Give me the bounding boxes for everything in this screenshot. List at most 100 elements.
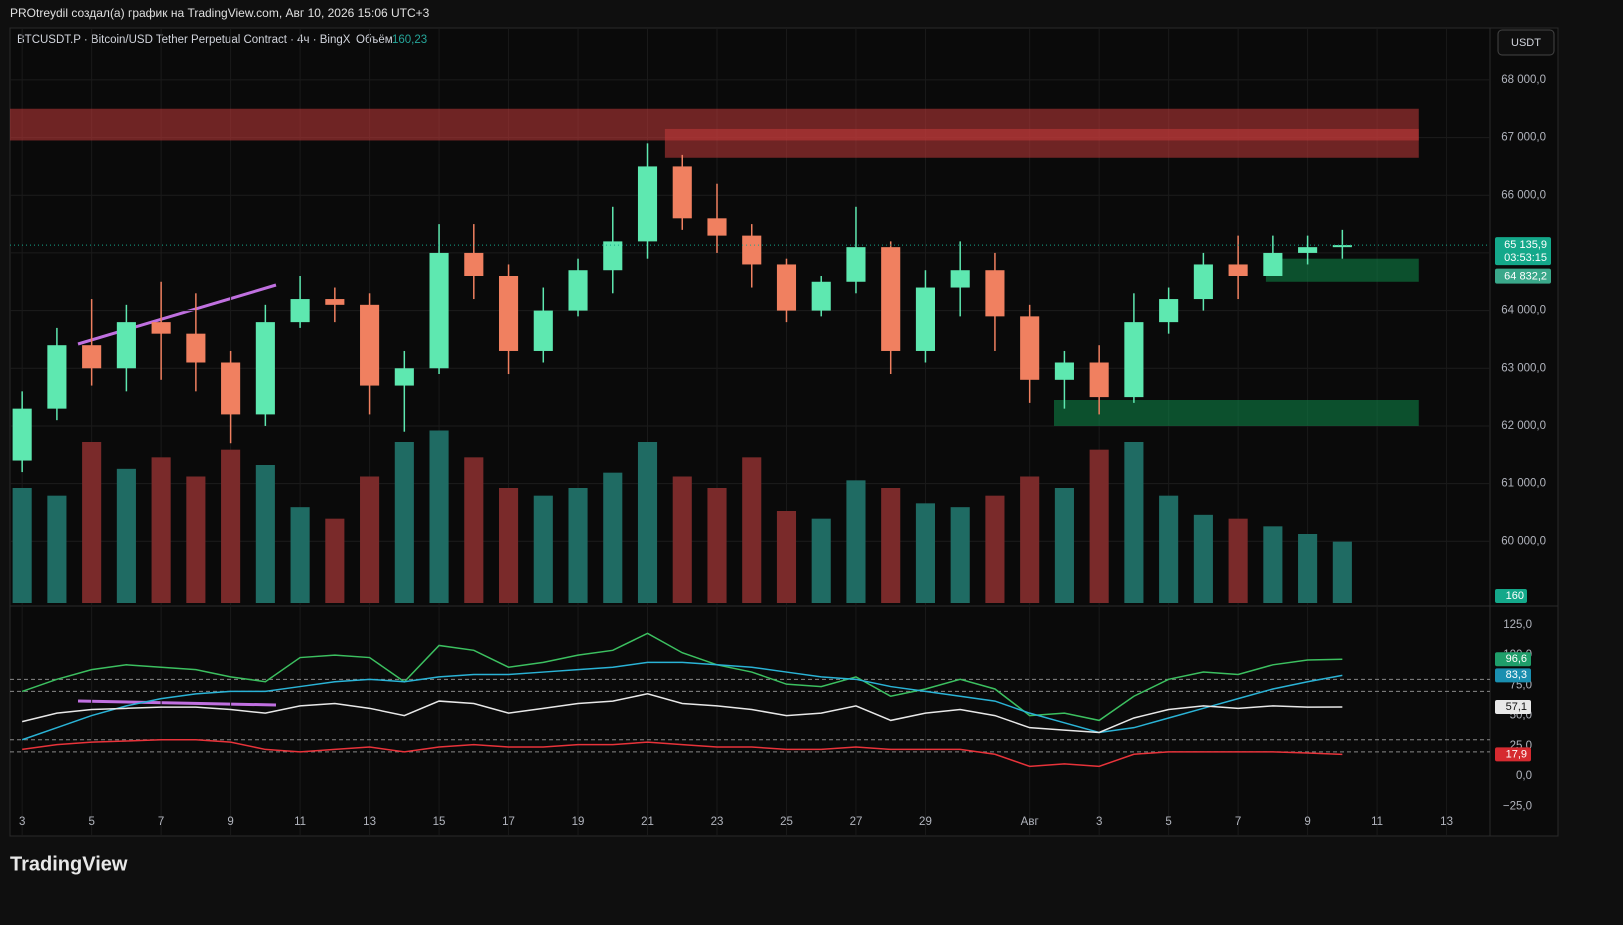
volume-bar — [776, 511, 797, 603]
candle-body — [151, 322, 171, 334]
x-tick-label: 9 — [1304, 816, 1310, 828]
countdown: 03:53:15 — [1504, 252, 1547, 264]
x-tick-label: 7 — [158, 816, 164, 828]
candle-body — [360, 304, 380, 386]
volume-bar — [603, 472, 623, 603]
volume-bar — [742, 457, 762, 603]
candle-body — [637, 166, 658, 242]
y-tick-label: 68 000,0 — [1501, 74, 1546, 86]
currency-button[interactable] — [1497, 29, 1555, 56]
zone — [1265, 258, 1419, 282]
volume-bar — [394, 442, 414, 603]
caption: PROtreydil создал(а) график на TradingVi… — [10, 6, 430, 20]
osc-tick-label: 0,0 — [1516, 770, 1532, 782]
volume-bar — [116, 468, 136, 603]
candle-body — [429, 252, 449, 369]
osc-label-box — [1495, 668, 1531, 683]
x-tick-label: 19 — [572, 816, 585, 828]
volume-bar — [846, 480, 866, 603]
volume-bar — [1159, 495, 1179, 603]
candle-body — [1263, 252, 1283, 276]
candle-body — [776, 264, 797, 311]
x-tick-label: 9 — [227, 816, 233, 828]
volume-bar — [290, 507, 310, 603]
candle-body — [672, 166, 692, 219]
volume-bar — [1089, 449, 1109, 603]
osc-line — [21, 693, 1343, 734]
candle-body — [915, 287, 935, 351]
volume-bar — [533, 495, 553, 603]
volume-bar — [1298, 534, 1318, 603]
volume-bar — [1263, 526, 1283, 603]
x-tick-label: 7 — [1235, 816, 1241, 828]
price-label: 65 135,9 — [1504, 239, 1547, 251]
candle-body — [498, 275, 519, 351]
volume-bar — [12, 488, 32, 603]
candle-body — [1298, 247, 1318, 253]
chart-frame — [9, 27, 1559, 837]
osc-last-label: 83,3 — [1506, 669, 1527, 681]
volume-bar — [1193, 514, 1213, 603]
y-tick-label: 64 000,0 — [1501, 305, 1546, 317]
candle-body — [1159, 299, 1179, 323]
candle-body — [603, 241, 623, 271]
volume-bar — [1228, 518, 1248, 603]
volume-label: Объём — [356, 34, 393, 46]
candle-body — [950, 270, 970, 288]
candle-body — [707, 218, 727, 236]
volume-label-box — [1495, 589, 1527, 603]
x-tick-label: 3 — [19, 816, 25, 828]
y-tick-label: 62 000,0 — [1501, 420, 1546, 432]
x-tick-label: 13 — [1440, 816, 1453, 828]
x-tick-label: 23 — [711, 816, 724, 828]
x-tick-label: 15 — [433, 816, 446, 828]
candle-body — [985, 270, 1005, 317]
volume-bar — [360, 476, 380, 603]
volume-bar — [1020, 476, 1040, 603]
osc-tick-label: 75,0 — [1510, 679, 1532, 691]
x-tick-label: 5 — [88, 816, 94, 828]
candle-body — [568, 270, 588, 311]
volume-bar — [985, 495, 1005, 603]
y-tick-label: 66 000,0 — [1501, 189, 1546, 201]
volume-bar — [950, 507, 970, 603]
candle-body — [1089, 362, 1109, 398]
logo: TradingView — [10, 853, 128, 875]
osc-line — [21, 632, 1343, 722]
volume-bar — [47, 495, 67, 603]
candle-body — [186, 333, 206, 363]
zone — [1053, 399, 1419, 426]
candle-body — [82, 345, 102, 369]
volume-bar — [429, 430, 449, 603]
candle-body — [881, 247, 901, 351]
x-tick-label: 13 — [363, 816, 376, 828]
volume-bar — [221, 449, 241, 603]
candle-body — [846, 247, 866, 282]
y-tick-label: 61 000,0 — [1501, 478, 1546, 490]
candle-body — [290, 299, 310, 323]
trend-line — [77, 699, 277, 707]
volume-bar — [707, 488, 727, 603]
candle-body — [811, 281, 831, 311]
osc-tick-label: 125,0 — [1503, 619, 1532, 631]
volume-last-label: 160 — [1506, 590, 1524, 602]
x-tick-label: 5 — [1165, 816, 1171, 828]
x-tick-label: 11 — [1371, 816, 1383, 828]
volume-bar — [568, 488, 588, 603]
osc-label-box — [1495, 652, 1531, 667]
volume-bar — [255, 465, 275, 603]
candle-body — [742, 235, 762, 265]
currency[interactable]: USDT — [1511, 37, 1541, 49]
osc-label-box — [1495, 699, 1531, 714]
candle-body — [1228, 264, 1248, 276]
zone — [664, 128, 1419, 158]
volume-bar — [498, 488, 519, 603]
volume-bar — [1332, 541, 1352, 603]
volume-bar — [881, 488, 901, 603]
symbol: BTCUSDT.P · Bitcoin/USD Tether Perpetual… — [17, 34, 351, 46]
x-tick-label: 11 — [294, 816, 306, 828]
price-label-box — [1495, 268, 1551, 284]
price-label: 64 832,2 — [1504, 271, 1547, 283]
osc-last-label: 57,1 — [1506, 701, 1527, 713]
candle-body — [47, 345, 67, 409]
